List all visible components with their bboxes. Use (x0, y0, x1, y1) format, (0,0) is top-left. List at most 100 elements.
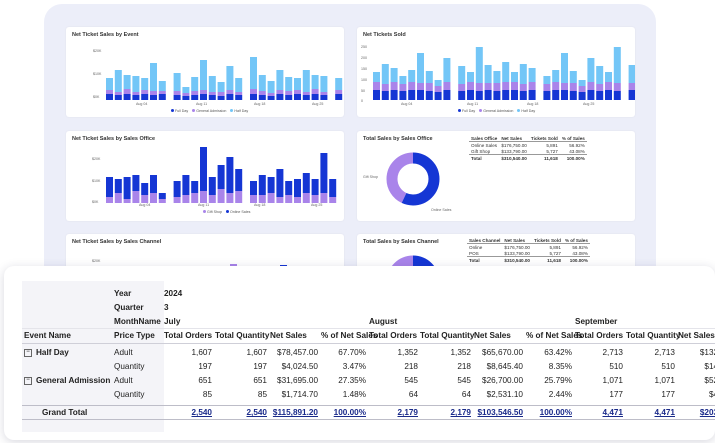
column-header[interactable]: % of Net Sales (526, 331, 583, 340)
bar-segment[interactable] (208, 92, 216, 95)
event-name-header[interactable]: Event Name (24, 331, 71, 340)
bar-segment[interactable] (150, 95, 157, 100)
price-type-header[interactable]: Price Type (114, 331, 155, 340)
column-header[interactable]: Total Quantity (626, 331, 681, 340)
column-header[interactable]: Total Quantity (420, 331, 475, 340)
bar-segment[interactable] (443, 58, 451, 82)
bar-segment[interactable] (123, 177, 131, 199)
bar-segment[interactable] (399, 84, 407, 91)
bar-segment[interactable] (132, 191, 140, 203)
bar-segment[interactable] (182, 93, 190, 96)
bar-segment[interactable] (158, 199, 166, 203)
bar-segment[interactable] (267, 81, 275, 93)
bar-segment[interactable] (543, 76, 551, 84)
bar-segment[interactable] (605, 82, 612, 90)
bar-segment[interactable] (106, 90, 113, 94)
bar-segment[interactable] (258, 95, 266, 100)
bar-segment[interactable] (329, 179, 337, 197)
bar-segment[interactable] (226, 90, 234, 94)
month-july[interactable]: July (164, 317, 181, 326)
bar-segment[interactable] (434, 86, 442, 92)
bar-segment[interactable] (294, 90, 301, 94)
bar-segment[interactable] (613, 91, 621, 100)
bar-segment[interactable] (390, 90, 398, 100)
bar-segment[interactable] (373, 82, 380, 90)
bar-segment[interactable] (191, 193, 199, 203)
bar-segment[interactable] (250, 94, 257, 100)
bar-segment[interactable] (443, 90, 451, 100)
bar-segment[interactable] (502, 90, 510, 100)
bar-segment[interactable] (408, 90, 416, 100)
bar-segment[interactable] (200, 90, 207, 94)
bar-segment[interactable] (114, 179, 122, 193)
bar-segment[interactable] (434, 92, 442, 100)
bar-segment[interactable] (250, 89, 257, 94)
bar-segment[interactable] (519, 84, 527, 91)
bar-segment[interactable] (561, 53, 568, 83)
bar-segment[interactable] (434, 80, 442, 86)
bar-segment[interactable] (417, 53, 424, 83)
bar-segment[interactable] (294, 94, 301, 100)
bar-segment[interactable] (226, 157, 234, 193)
bar-segment[interactable] (258, 175, 266, 195)
bar-segment[interactable] (605, 90, 612, 100)
bar-segment[interactable] (475, 91, 483, 100)
bar-segment[interactable] (173, 181, 181, 197)
bar-segment[interactable] (484, 90, 492, 100)
bar-segment[interactable] (561, 83, 568, 90)
bar-segment[interactable] (294, 197, 301, 203)
bar-segment[interactable] (587, 58, 595, 82)
bar-segment[interactable] (458, 91, 466, 100)
bar-segment[interactable] (302, 70, 310, 92)
bar-segment[interactable] (217, 82, 225, 92)
bar-segment[interactable] (502, 62, 510, 82)
bar-segment[interactable] (285, 181, 293, 195)
bar-segment[interactable] (417, 83, 424, 90)
bar-segment[interactable] (141, 195, 149, 203)
bar-segment[interactable] (335, 94, 343, 100)
bar-segment[interactable] (173, 91, 181, 95)
bar-segment[interactable] (285, 77, 293, 91)
bar-segment[interactable] (552, 90, 560, 100)
bar-segment[interactable] (285, 195, 293, 203)
bar-segment[interactable] (173, 95, 181, 100)
bar-segment[interactable] (276, 197, 284, 203)
bar-segment[interactable] (191, 181, 199, 193)
bar-segment[interactable] (311, 94, 319, 100)
bar-segment[interactable] (628, 65, 635, 83)
event-sales-card[interactable]: Net Ticket Sales by Event $20K $10K $0K … (66, 27, 344, 117)
bar-segment[interactable] (628, 83, 635, 90)
bar-segment[interactable] (335, 78, 343, 90)
bar-segment[interactable] (425, 83, 433, 91)
column-header[interactable]: Net Sales (270, 331, 307, 340)
bar-segment[interactable] (302, 173, 310, 193)
bar-segment[interactable] (320, 95, 328, 100)
bar-segment[interactable] (276, 94, 284, 100)
bar-segment[interactable] (528, 82, 536, 90)
bar-segment[interactable] (335, 90, 343, 94)
bar-segment[interactable] (141, 90, 149, 94)
bar-segment[interactable] (250, 195, 257, 203)
bar-segment[interactable] (158, 91, 166, 94)
bar-segment[interactable] (467, 82, 474, 90)
bar-segment[interactable] (381, 84, 389, 91)
bar-segment[interactable] (132, 76, 140, 92)
bar-segment[interactable] (267, 93, 275, 96)
quarter-value[interactable]: 3 (164, 303, 169, 312)
bar-segment[interactable] (519, 64, 527, 84)
bar-segment[interactable] (552, 82, 560, 90)
bar-segment[interactable] (311, 89, 319, 94)
bar-segment[interactable] (217, 96, 225, 100)
bar-segment[interactable] (320, 153, 328, 193)
bar-segment[interactable] (467, 90, 474, 100)
bar-segment[interactable] (302, 92, 310, 95)
column-header[interactable]: Net Sales (678, 331, 715, 340)
office-donut-card[interactable]: Total Sales by Sales Office Gift Shop On… (357, 131, 635, 221)
bar-segment[interactable] (443, 82, 451, 90)
bar-segment[interactable] (114, 193, 122, 203)
bar-segment[interactable] (628, 90, 635, 100)
bar-segment[interactable] (208, 76, 216, 92)
bar-segment[interactable] (519, 91, 527, 100)
bar-segment[interactable] (235, 78, 243, 92)
bar-segment[interactable] (285, 91, 293, 95)
